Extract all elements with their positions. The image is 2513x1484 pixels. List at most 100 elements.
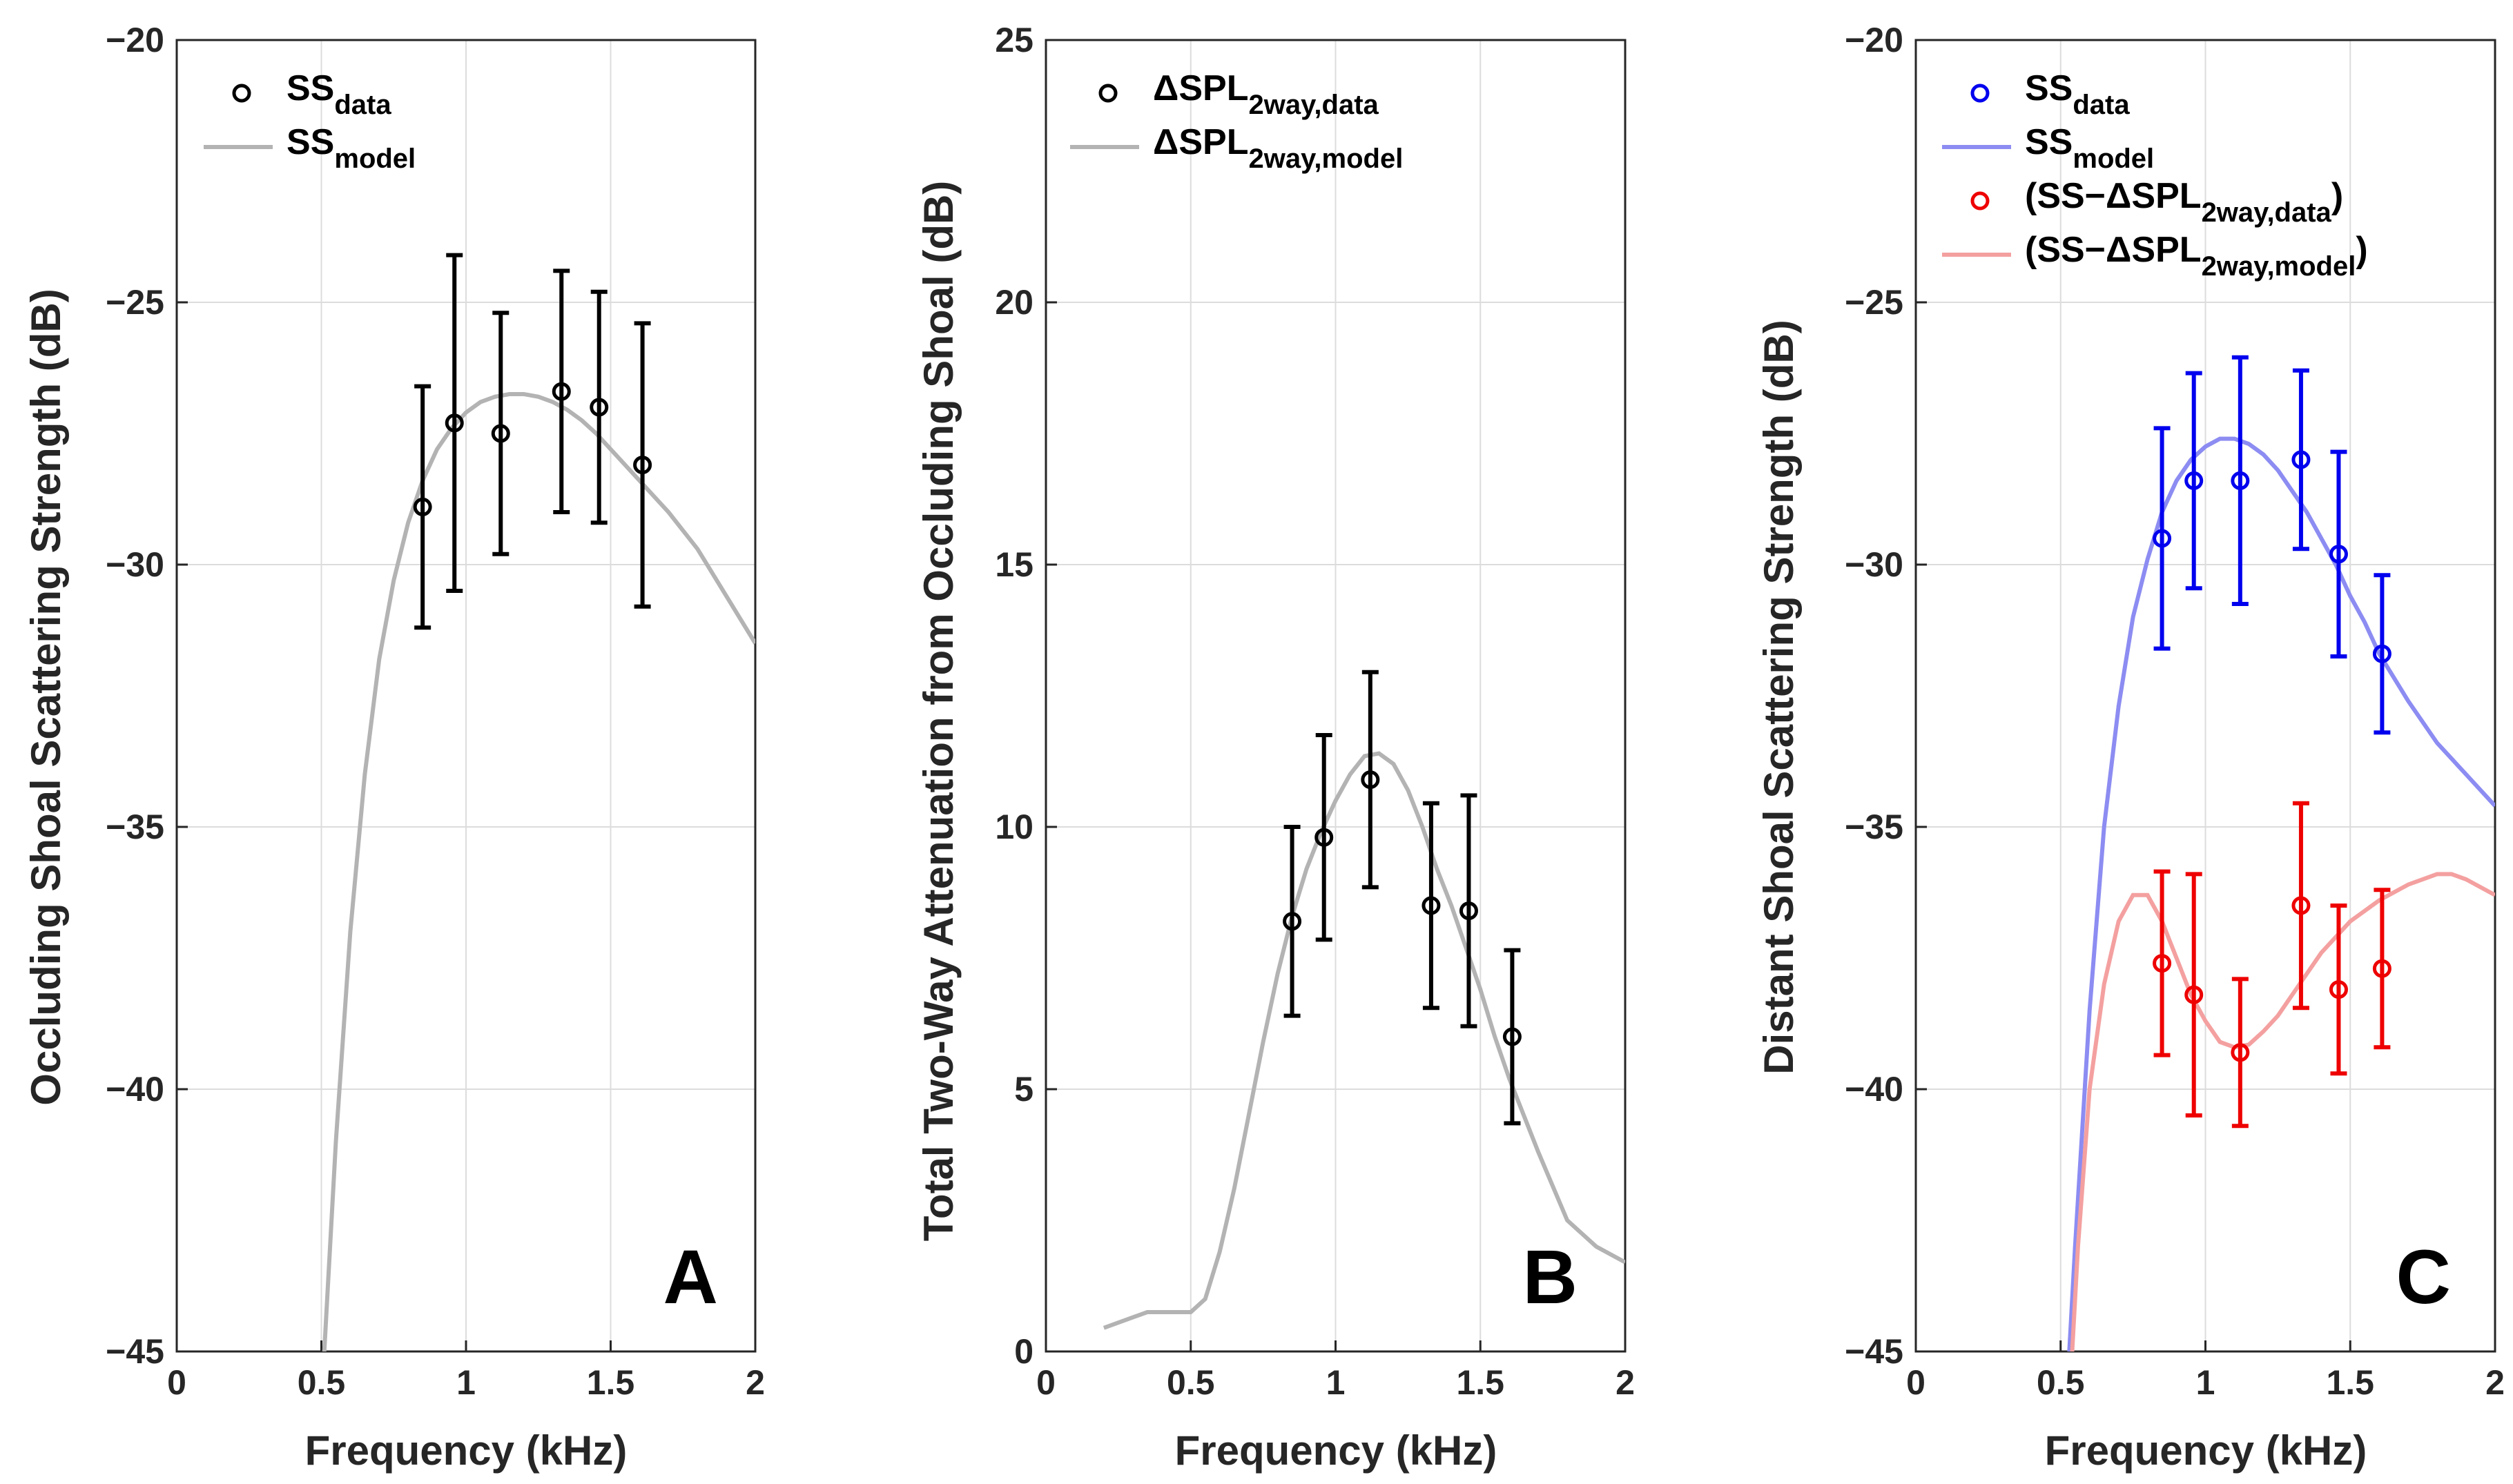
panel-a-ytick-label-0: −45 bbox=[106, 1332, 164, 1371]
panel-b-ytick-label-2: 10 bbox=[995, 808, 1034, 846]
panel-c-series-0-marker-1 bbox=[2184, 471, 2204, 490]
panel-b-series-0-marker-5 bbox=[1502, 1027, 1522, 1046]
panel-a-series-0-point-2 bbox=[491, 311, 510, 556]
panel-b-ytick-label-0: 0 bbox=[1014, 1332, 1034, 1371]
panel-c-series-0-marker-0 bbox=[2153, 529, 2172, 548]
panel-c-xtick-label-3: 1.5 bbox=[2326, 1363, 2374, 1402]
panel-b-legend-marker-0 bbox=[1098, 84, 1118, 103]
panel-c-plot: 0 0.5 1 1.5 2 −45 −40 −35 −30 −25 −20 bbox=[1845, 21, 2505, 1402]
panel-c-legend-label-1: SSmodel bbox=[2025, 122, 2154, 174]
panel-c-series-2-point-4 bbox=[2329, 904, 2348, 1076]
panel-b-series-0-point-2 bbox=[1361, 670, 1380, 890]
panel-a-series-0-marker-4 bbox=[590, 398, 609, 417]
panel-a-series-0-point-1 bbox=[445, 253, 464, 593]
panel-c-series-0-point-5 bbox=[2372, 573, 2391, 735]
panel-c-legend-label-0: SSdata bbox=[2025, 68, 2130, 120]
panel-c-series-2-point-5 bbox=[2372, 888, 2391, 1050]
panel-a-series-0-marker-5 bbox=[633, 456, 652, 475]
panel-a-legend-entry-0: SSdata bbox=[232, 68, 391, 120]
panel-a-xtick-label-2: 1 bbox=[456, 1363, 476, 1402]
panel-c-xtick-label-1: 0.5 bbox=[2037, 1363, 2085, 1402]
panel-a-xlabel: Frequency (kHz) bbox=[305, 1427, 628, 1474]
panel-a-series-0-marker-1 bbox=[445, 413, 464, 433]
panel-a-xtick-label-1: 0.5 bbox=[298, 1363, 346, 1402]
panel-b-series-0-point-4 bbox=[1459, 793, 1478, 1028]
panel-c-legend-entry-0: SSdata bbox=[1970, 68, 2130, 120]
panel-c-series-2-marker-0 bbox=[2153, 954, 2172, 973]
panel-a-xtick-label-3: 1.5 bbox=[587, 1363, 635, 1402]
panel-b-xtick-label-3: 1.5 bbox=[1456, 1363, 1504, 1402]
panel-c-series-0-marker-2 bbox=[2231, 471, 2250, 490]
panel-c: 0 0.5 1 1.5 2 −45 −40 −35 −30 −25 −20 Frequency (k… bbox=[1756, 21, 2505, 1474]
panel-c-series-2-point-1 bbox=[2184, 872, 2204, 1117]
panel-a-xtick-label-4: 2 bbox=[746, 1363, 765, 1402]
panel-c-series-0-marker-3 bbox=[2291, 450, 2311, 469]
panel-b-legend-entry-1: ΔSPL2way,model bbox=[1070, 122, 1403, 174]
panel-c-ylabel: Distant Shoal Scattering Strength (dB) bbox=[1756, 320, 1802, 1074]
panel-a-plot: 0 0.5 1 1.5 2 −45 −40 −35 −30 −25 −20 bbox=[106, 21, 765, 1402]
panel-c-xtick-label-4: 2 bbox=[2485, 1363, 2505, 1402]
panel-c-legend-label-3: (SS−ΔSPL2way,model) bbox=[2025, 230, 2368, 282]
panel-a: 0 0.5 1 1.5 2 −45 −40 −35 −30 −25 −20 Frequency (k… bbox=[23, 21, 765, 1474]
panel-c-legend-label-2: (SS−ΔSPL2way,data) bbox=[2025, 176, 2343, 228]
panel-c-legend-entry-3: (SS−ΔSPL2way,model) bbox=[1942, 230, 2368, 282]
panel-b-ytick-label-5: 25 bbox=[995, 21, 1034, 59]
panel-b-letter: B bbox=[1523, 1235, 1578, 1320]
panel-c-ytick-label-1: −40 bbox=[1845, 1070, 1903, 1109]
panel-c-xtick-label-0: 0 bbox=[1906, 1363, 1925, 1402]
panel-b-xtick-label-2: 1 bbox=[1326, 1363, 1346, 1402]
panel-c-series-0-point-0 bbox=[2153, 426, 2172, 651]
panel-b-series-0-marker-0 bbox=[1283, 912, 1302, 931]
panel-c-series-2-point-3 bbox=[2291, 801, 2311, 1011]
panel-a-series-0-point-5 bbox=[633, 321, 652, 609]
panel-a-legend-label-1: SSmodel bbox=[287, 122, 416, 174]
panel-b-xtick-label-1: 0.5 bbox=[1167, 1363, 1215, 1402]
panel-c-series-2-marker-1 bbox=[2184, 985, 2204, 1004]
panel-a-series-1-line bbox=[322, 392, 755, 1351]
panel-c-xtick-label-2: 1 bbox=[2196, 1363, 2215, 1402]
panel-b-ylabel: Total Two-Way Attenuation from Occluding… bbox=[915, 181, 962, 1242]
panel-a-series-0-marker-0 bbox=[413, 497, 432, 516]
panel-b-series-1-line bbox=[1103, 751, 1625, 1330]
panel-a-ylabel: Occluding Shoal Scattering Strength (dB) bbox=[23, 289, 69, 1105]
panel-c-series-2-marker-5 bbox=[2372, 959, 2391, 978]
panel-b-xlabel: Frequency (kHz) bbox=[1175, 1427, 1497, 1474]
panel-a-series-0-marker-3 bbox=[552, 382, 571, 401]
panel-b-ytick-label-3: 15 bbox=[995, 545, 1034, 584]
panel-c-series-0-marker-5 bbox=[2372, 644, 2391, 663]
panel-a-ytick-label-2: −35 bbox=[106, 808, 164, 846]
panel-c-ytick-label-3: −30 bbox=[1845, 545, 1903, 584]
panel-b-series-0-point-0 bbox=[1283, 825, 1302, 1018]
panel-a-legend-label-0: SSdata bbox=[287, 68, 391, 120]
panel-b-xtick-label-0: 0 bbox=[1036, 1363, 1056, 1402]
panel-a-legend-marker-0 bbox=[232, 84, 251, 103]
panel-c-legend-marker-2 bbox=[1970, 191, 1990, 211]
panel-b-legend-label-0: ΔSPL2way,data bbox=[1153, 68, 1379, 120]
panel-c-series-2-point-2 bbox=[2231, 977, 2250, 1129]
panel-a-series-0-point-4 bbox=[590, 289, 609, 525]
panel-b-series-0-point-1 bbox=[1314, 733, 1334, 942]
panel-a-ytick-label-5: −20 bbox=[106, 21, 164, 59]
panel-b-legend-label-1: ΔSPL2way,model bbox=[1153, 122, 1403, 174]
panel-a-series-0-point-3 bbox=[552, 269, 571, 514]
panel-c-legend-entry-1: SSmodel bbox=[1942, 122, 2154, 174]
panel-c-legend-entry-2: (SS−ΔSPL2way,data) bbox=[1970, 176, 2343, 228]
panel-c-ytick-label-5: −20 bbox=[1845, 21, 1903, 59]
panel-b-series-0-marker-4 bbox=[1459, 901, 1478, 921]
panel-a-series-0-point-0 bbox=[413, 384, 432, 630]
panel-a-series-0-marker-2 bbox=[491, 424, 510, 443]
panel-c-legend: SSdataSSmodel(SS−ΔSPL2way,data)(SS−ΔSPL2… bbox=[1942, 68, 2368, 282]
panel-a-legend-entry-1: SSmodel bbox=[204, 122, 416, 174]
panel-b-ytick-label-4: 20 bbox=[995, 283, 1034, 322]
panel-c-ytick-label-2: −35 bbox=[1845, 808, 1903, 846]
panel-c-legend-marker-0 bbox=[1970, 84, 1990, 103]
panel-c-series-0-point-1 bbox=[2184, 371, 2204, 591]
panel-b-series-0-marker-3 bbox=[1422, 896, 1441, 915]
panel-c-ytick-label-0: −45 bbox=[1845, 1332, 1903, 1371]
panel-a-letter: A bbox=[663, 1235, 718, 1320]
panel-b-legend-entry-0: ΔSPL2way,data bbox=[1098, 68, 1379, 120]
